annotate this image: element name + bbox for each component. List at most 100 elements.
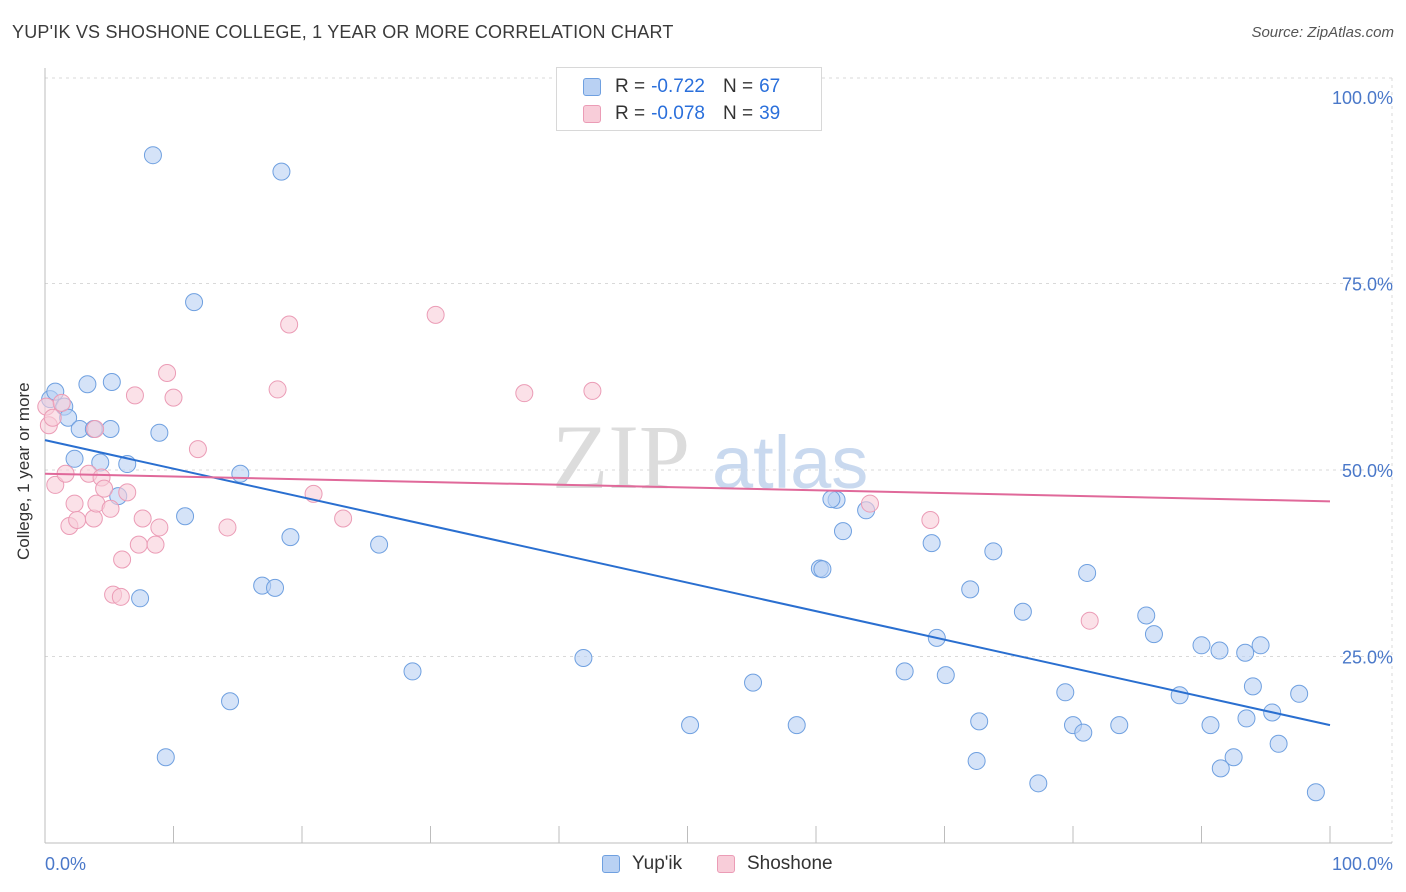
shoshone-point	[515, 384, 534, 403]
yupik-point	[221, 692, 240, 711]
legend-row-shoshone: R = -0.078 N = 39	[583, 103, 798, 125]
yupik-point	[936, 666, 955, 685]
axes	[44, 68, 1392, 844]
yupik-point	[574, 648, 593, 667]
yupik-point	[1078, 563, 1097, 582]
yupik-point	[1029, 774, 1048, 793]
shoshone-point	[268, 380, 287, 399]
yupik-point	[1237, 709, 1256, 728]
yupik-point	[967, 751, 986, 770]
yupik-point	[1243, 677, 1262, 696]
r-label: R =	[615, 103, 646, 124]
shoshone-point	[426, 305, 445, 324]
yupik-swatch	[583, 78, 601, 96]
yupik-point	[681, 716, 700, 735]
y-tick-label: 25.0%	[1342, 648, 1393, 668]
yupik-point	[787, 716, 806, 735]
yupik-point	[1110, 716, 1129, 735]
shoshone-point	[921, 510, 940, 529]
yupik-point	[833, 522, 852, 541]
yupik-point	[961, 580, 980, 599]
shoshone-point	[111, 587, 130, 606]
shoshone-point	[84, 509, 103, 528]
watermark-zip: ZIP	[552, 406, 690, 508]
shoshone-point	[95, 479, 114, 498]
shoshone-point	[133, 509, 152, 528]
yupik-point	[1144, 625, 1163, 644]
n-label: N =	[722, 76, 754, 97]
yupik-legend-label: Yup'ik	[632, 853, 683, 874]
shoshone-point	[188, 440, 207, 459]
yupik-point	[231, 464, 250, 483]
y-tick-label: 75.0%	[1342, 275, 1393, 295]
yupik-point	[1013, 602, 1032, 621]
data-points	[37, 146, 1325, 802]
yupik-point	[101, 419, 120, 438]
chart-title: YUP'IK VS SHOSHONE COLLEGE, 1 YEAR OR MO…	[12, 22, 674, 42]
correlation-legend: R = -0.722 N = 67 R = -0.078 N = 39	[556, 67, 822, 131]
n-label: N =	[722, 103, 754, 124]
yupik-point	[1224, 748, 1243, 767]
yupik-point	[1269, 734, 1288, 753]
legend-item-shoshone[interactable]: Shoshone	[717, 852, 833, 876]
yupik-trend-line	[44, 439, 1331, 727]
yupik-point	[1306, 783, 1325, 802]
shoshone-point	[43, 408, 62, 427]
yupik-point	[281, 528, 300, 547]
shoshone-point	[280, 315, 299, 334]
shoshone-point	[52, 393, 71, 412]
legend-row-yupik: R = -0.722 N = 67	[583, 76, 798, 98]
trend-lines	[44, 439, 1331, 727]
yupik-point	[1211, 759, 1230, 778]
yupik-n-value: 67	[759, 76, 781, 97]
shoshone-n-value: 39	[759, 103, 781, 124]
shoshone-trend-line	[44, 472, 1331, 503]
yupik-point	[156, 748, 175, 767]
shoshone-point	[146, 535, 165, 554]
x-tick-labels: 0.0% 100.0%	[45, 854, 1393, 874]
r-label: R =	[615, 76, 646, 97]
yupik-point	[403, 662, 422, 681]
yupik-point	[970, 712, 989, 731]
yupik-point	[1236, 643, 1255, 662]
yupik-point	[1210, 641, 1229, 660]
x-tick-label: 0.0%	[45, 854, 86, 874]
x-tick-label: 100.0%	[1332, 854, 1393, 874]
yupik-point	[1056, 683, 1075, 702]
yupik-point	[185, 293, 204, 312]
shoshone-point	[101, 499, 120, 518]
shoshone-point	[860, 494, 879, 513]
y-tick-label: 100.0%	[1332, 88, 1393, 108]
yupik-point	[813, 560, 832, 579]
yupik-point	[1137, 606, 1156, 625]
shoshone-point	[129, 535, 148, 554]
yupik-point	[102, 372, 121, 391]
shoshone-point	[68, 510, 87, 529]
shoshone-point	[113, 550, 132, 569]
yupik-point	[143, 146, 162, 165]
shoshone-point	[150, 518, 169, 537]
yupik-r-value: -0.722	[651, 76, 705, 97]
shoshone-point	[334, 509, 353, 528]
yupik-point	[744, 673, 763, 692]
yupik-point	[1290, 684, 1309, 703]
shoshone-point	[65, 494, 84, 513]
shoshone-point	[118, 483, 137, 502]
shoshone-swatch	[583, 105, 601, 123]
watermark: ZIP atlas	[552, 406, 868, 508]
shoshone-point	[86, 419, 105, 438]
legend-item-yupik[interactable]: Yup'ik	[602, 852, 682, 876]
shoshone-point	[158, 364, 177, 383]
shoshone-legend-swatch	[717, 855, 735, 873]
yupik-point	[984, 542, 1003, 561]
yupik-point	[266, 578, 285, 597]
shoshone-point	[218, 518, 237, 537]
yupik-point	[150, 423, 169, 442]
yupik-point	[78, 375, 97, 394]
y-tick-label: 50.0%	[1342, 461, 1393, 481]
shoshone-point	[583, 381, 602, 400]
yupik-point	[131, 589, 150, 608]
yupik-point	[1170, 686, 1189, 705]
yupik-point	[65, 449, 84, 468]
